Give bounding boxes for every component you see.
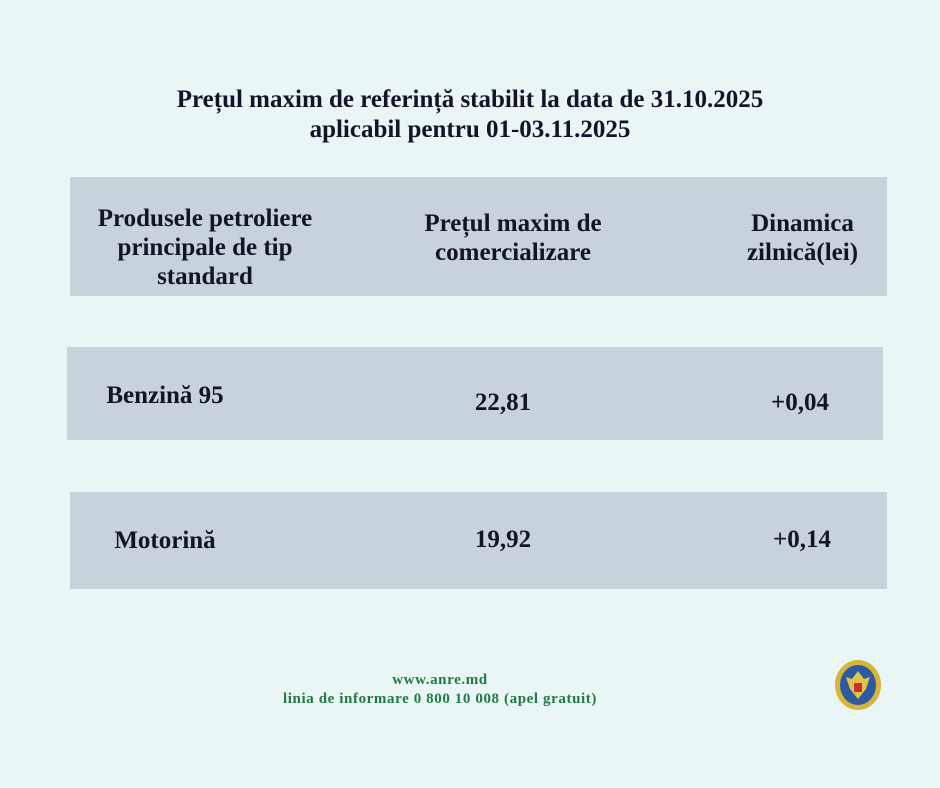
- moldova-coat-of-arms-seal-icon: [835, 660, 881, 710]
- title-line-2: aplicabil pentru 01-03.11.2025: [309, 116, 631, 143]
- table-row: [67, 347, 883, 440]
- header-change: Dinamica zilnică(lei): [746, 210, 859, 266]
- title-line-1: Prețul maxim de referință stabilit la da…: [176, 86, 764, 113]
- hotline-text: linia de informare 0 800 10 008 (apel gr…: [283, 691, 597, 707]
- header-price: Prețul maxim de comercializare: [424, 210, 602, 266]
- product-name: Motorină: [114, 527, 216, 554]
- product-price: 19,92: [474, 526, 532, 553]
- product-change: +0,04: [771, 389, 829, 416]
- product-name: Benzină 95: [106, 382, 224, 409]
- table-header: [70, 177, 887, 296]
- product-price: 22,81: [474, 389, 532, 416]
- table-row: [70, 492, 887, 589]
- product-change: +0,14: [773, 526, 831, 553]
- website-link[interactable]: www.anre.md: [392, 672, 488, 688]
- header-product: Produsele petroliere principale de tip s…: [97, 205, 313, 290]
